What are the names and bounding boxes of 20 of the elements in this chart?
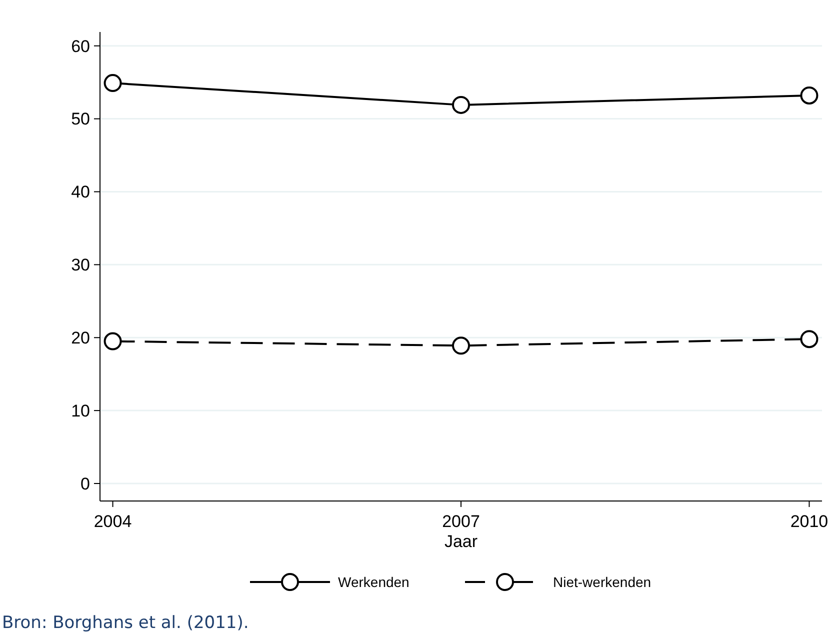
point [104,332,122,350]
y-tick-label: 40 [71,182,90,202]
y-tick-label: 60 [71,36,90,56]
x-tick-label: 2007 [442,512,480,531]
point [452,96,470,114]
legend-label: Niet-werkenden [553,574,652,590]
legend-label: Werkenden [338,574,410,590]
point [800,330,818,348]
x-tick-label: 2010 [790,512,828,531]
y-tick-label: 10 [71,402,90,421]
y-tick-label: 30 [71,256,90,275]
text: Bron: Borghans et al. (2011). [2,613,249,633]
x-axis-title: Jaar [444,532,478,551]
y-tick-label: 20 [71,328,90,348]
point [452,336,470,355]
point [104,74,122,92]
point [800,86,818,104]
x-tick-label: 2004 [94,512,132,531]
y-tick-label: 0 [80,474,90,494]
y-tick-label: 50 [71,110,90,129]
